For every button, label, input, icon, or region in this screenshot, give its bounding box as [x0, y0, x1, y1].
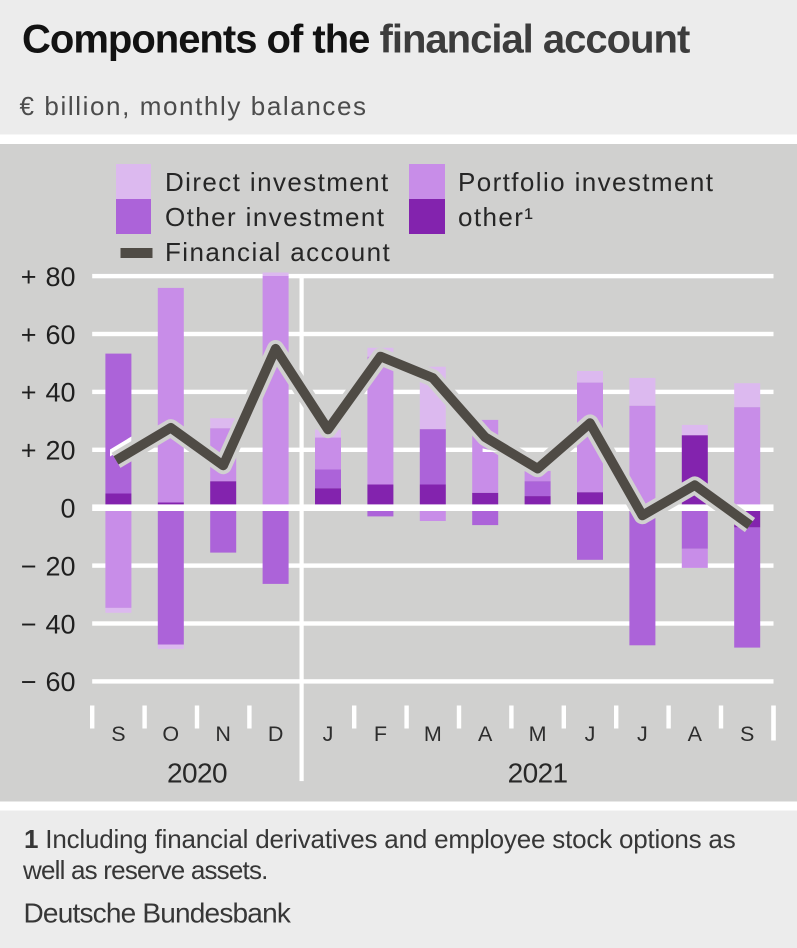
svg-text:other¹: other¹	[458, 202, 534, 232]
svg-text:Components of the financial ac: Components of the financial account	[22, 18, 690, 62]
svg-text:− 40: − 40	[21, 609, 76, 639]
svg-text:A: A	[478, 722, 493, 746]
svg-text:J: J	[323, 722, 334, 746]
svg-text:O: O	[162, 722, 179, 746]
svg-text:€ billion, monthly balances: € billion, monthly balances	[20, 91, 368, 121]
svg-text:Financial account: Financial account	[165, 237, 391, 267]
svg-text:+ 20: + 20	[21, 436, 76, 466]
svg-text:− 20: − 20	[21, 551, 76, 581]
svg-text:well as reserve assets.: well as reserve assets.	[22, 855, 268, 885]
svg-text:F: F	[374, 722, 387, 746]
svg-text:S: S	[740, 722, 754, 746]
svg-text:+ 40: + 40	[21, 378, 76, 408]
svg-text:+ 80: + 80	[21, 262, 76, 292]
svg-text:D: D	[268, 722, 284, 746]
svg-text:1 Including financial derivati: 1 Including financial derivatives and em…	[24, 824, 736, 854]
svg-text:Direct investment: Direct investment	[165, 167, 390, 197]
svg-text:2021: 2021	[508, 758, 568, 789]
svg-text:2020: 2020	[167, 758, 227, 789]
svg-text:N: N	[215, 722, 231, 746]
svg-text:J: J	[585, 722, 596, 746]
svg-text:0: 0	[60, 494, 75, 524]
svg-text:Other investment: Other investment	[165, 202, 385, 232]
svg-text:Deutsche Bundesbank: Deutsche Bundesbank	[24, 898, 292, 929]
svg-text:M: M	[424, 722, 442, 746]
svg-text:S: S	[111, 722, 125, 746]
svg-text:+ 60: + 60	[21, 320, 76, 350]
svg-text:A: A	[688, 722, 703, 746]
svg-text:− 60: − 60	[21, 667, 76, 697]
svg-text:M: M	[529, 722, 547, 746]
svg-text:J: J	[637, 722, 648, 746]
svg-text:Portfolio investment: Portfolio investment	[458, 167, 714, 197]
